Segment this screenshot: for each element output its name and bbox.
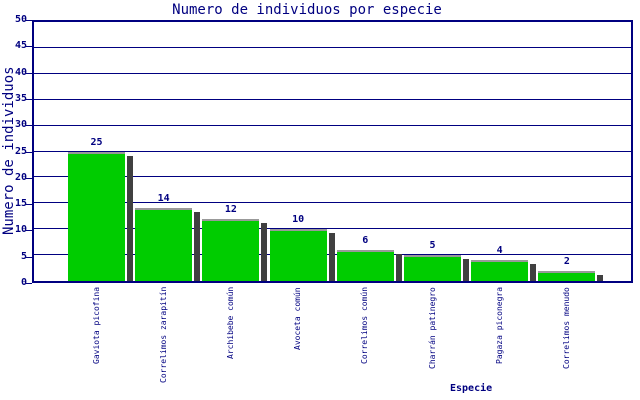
bar-shadow <box>597 274 604 281</box>
x-category-label: Archibebe común <box>225 287 235 360</box>
bar <box>404 255 461 281</box>
bar <box>336 249 394 281</box>
gridline <box>34 72 631 74</box>
bar <box>68 151 125 281</box>
bar <box>135 208 193 281</box>
bar-shadow <box>127 155 133 281</box>
bar-value-label: 25 <box>90 136 103 148</box>
bar-shadow <box>261 222 268 281</box>
bar-value-label: 4 <box>496 245 503 257</box>
y-tick-label: 35 <box>14 92 27 104</box>
x-category-label: Charrán patinegro <box>427 287 437 369</box>
bar <box>538 270 596 281</box>
bar-shadow <box>395 253 402 281</box>
bar <box>202 218 260 281</box>
bar-value-label: 2 <box>563 255 570 267</box>
x-category-label: Correlimos menudo <box>561 287 571 369</box>
x-category-label: Correlimos zarapitín <box>158 287 168 384</box>
bar-value-label: 5 <box>429 240 436 252</box>
bar <box>471 260 529 281</box>
y-tick-label: 10 <box>14 224 27 236</box>
y-tick-label: 5 <box>20 250 27 262</box>
gridline <box>34 46 631 48</box>
y-tick-mark <box>26 20 32 21</box>
x-category-label: Pagaza piconegra <box>494 287 504 365</box>
x-category-label: Avoceta común <box>293 287 303 350</box>
y-tick-label: 25 <box>14 145 27 157</box>
bar-shadow <box>194 212 201 281</box>
y-tick-mark <box>26 177 32 179</box>
bar-shadow <box>463 259 469 281</box>
y-tick-mark <box>26 98 32 100</box>
gridline <box>34 176 631 178</box>
y-tick-label: 40 <box>14 66 27 78</box>
bar-shadow <box>530 264 537 281</box>
bar-value-label: 14 <box>157 193 170 205</box>
gridline <box>34 124 631 126</box>
x-category-label: Gaviota picofina <box>91 287 101 365</box>
bar-value-label: 12 <box>224 203 237 215</box>
bar <box>269 229 327 281</box>
y-tick-mark <box>26 283 32 284</box>
y-tick-label: 20 <box>14 171 27 183</box>
y-tick-label: 15 <box>14 198 27 210</box>
bar-value-label: 10 <box>292 214 305 226</box>
y-tick-label: 45 <box>14 40 27 52</box>
bar-shadow <box>328 233 335 281</box>
chart-title: Numero de individuos por especie <box>172 2 442 18</box>
y-tick-mark <box>26 72 32 74</box>
gridline <box>34 202 631 204</box>
y-tick-mark <box>26 125 32 127</box>
y-tick-label: 0 <box>20 277 27 288</box>
y-tick-label: 30 <box>14 119 27 131</box>
y-tick-mark <box>26 46 32 48</box>
y-tick-mark <box>26 151 32 153</box>
gridline <box>34 150 631 152</box>
y-tick-label: 50 <box>14 14 27 25</box>
y-tick-mark <box>26 204 32 206</box>
gridline <box>34 98 631 100</box>
y-tick-mark <box>26 230 32 232</box>
x-category-label: Correlimos común <box>360 287 370 365</box>
plot-area: 25 14 12 10 6 5 4 2 <box>32 20 633 283</box>
bar-value-label: 6 <box>362 234 369 246</box>
y-tick-mark <box>26 256 32 258</box>
gridline <box>34 228 631 230</box>
x-axis-title: Especie <box>450 383 493 394</box>
